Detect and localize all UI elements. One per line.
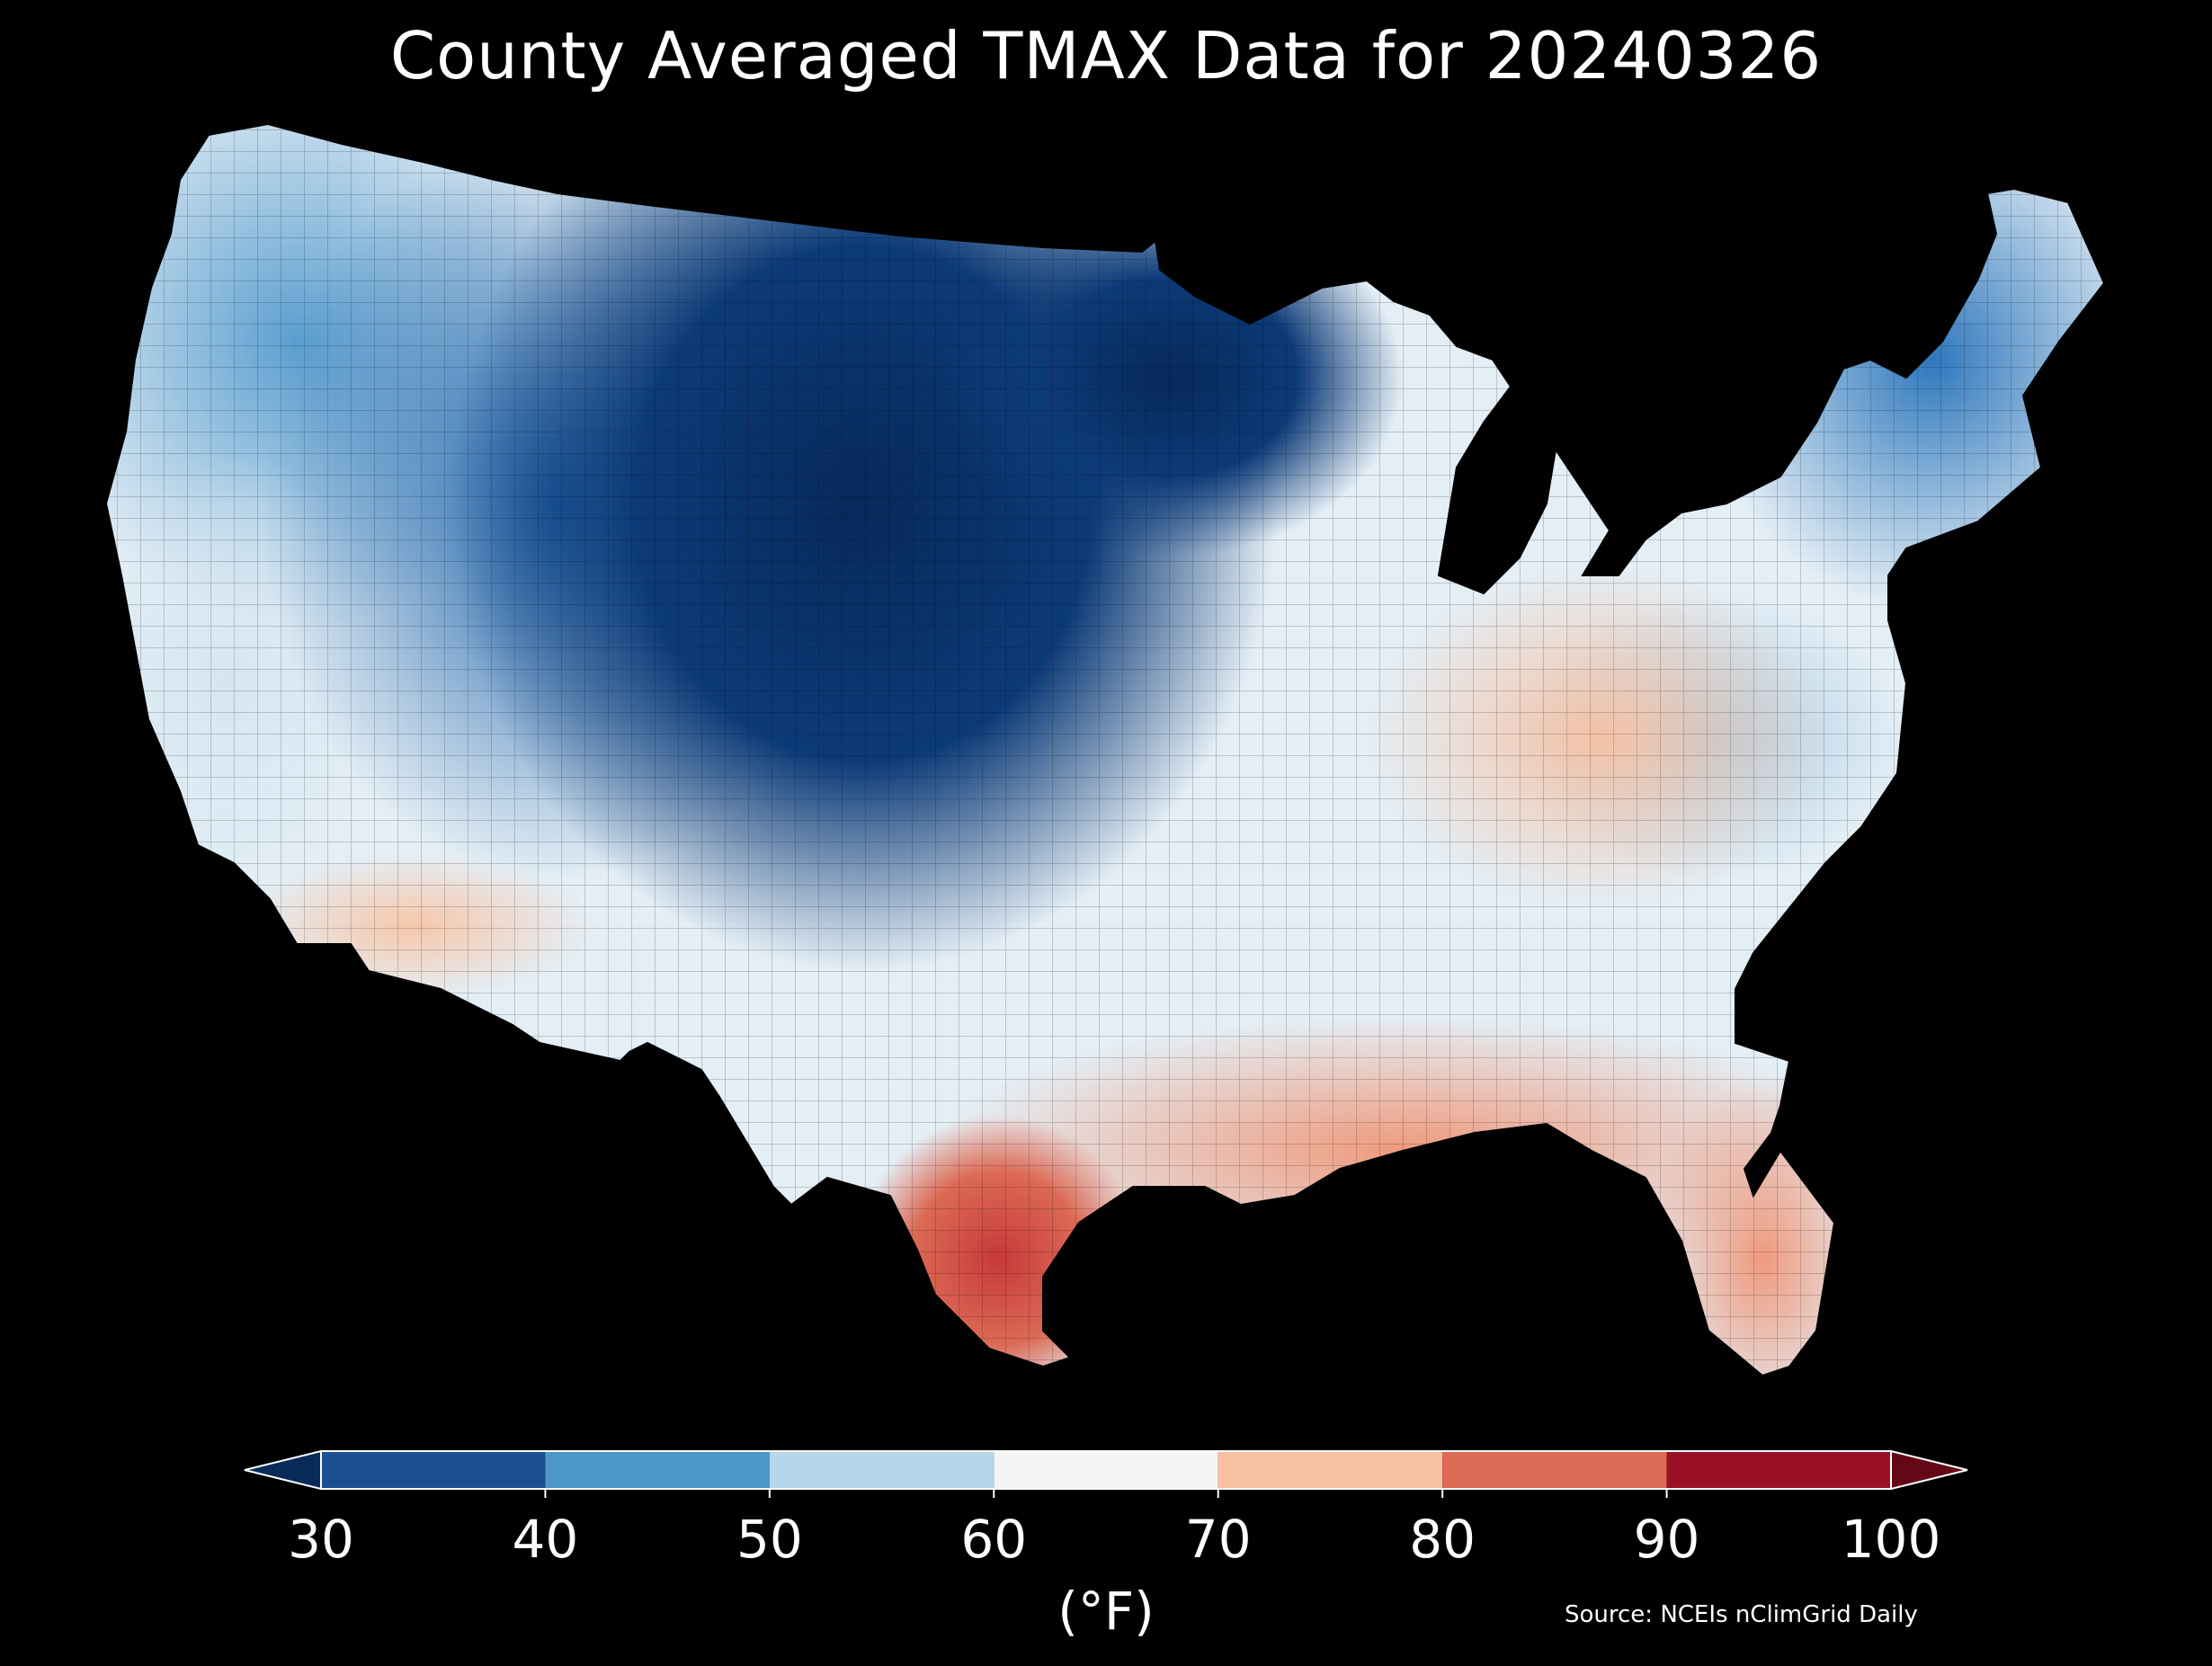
temperature-field [106,124,2104,1376]
colorbar-segment [1666,1451,1891,1489]
colorbar-tick-50: 50 [736,1509,803,1570]
colorbar-frame [320,1450,1892,1490]
colorbar-segment [994,1451,1218,1489]
colorbar-tick-60: 60 [960,1509,1028,1570]
colorbar-segment [1217,1451,1443,1489]
colorbar-tick-90: 90 [1633,1509,1700,1570]
colorbar [244,1449,1968,1498]
colorbar-unit-label: (°F) [1057,1581,1155,1642]
colorbar-segment [545,1451,770,1489]
colorbar-segment [769,1451,995,1489]
map-title: County Averaged TMAX Data for 20240326 [389,18,1823,94]
us-outline [104,122,2106,1377]
colorbar-tick-80: 80 [1409,1509,1476,1570]
colorbar-under-arrow [244,1449,322,1491]
colorbar-tick-100: 100 [1841,1509,1941,1570]
colorbar-over-arrow [1890,1449,1968,1491]
colorbar-tick-40: 40 [512,1509,579,1570]
colorbar-segment [1442,1451,1667,1489]
colorbar-tick-30: 30 [288,1509,354,1570]
colorbar-segment [321,1451,546,1489]
source-credit: Source: NCEIs nClimGrid Daily [1565,1601,1918,1628]
colorbar-tick-70: 70 [1184,1509,1252,1570]
